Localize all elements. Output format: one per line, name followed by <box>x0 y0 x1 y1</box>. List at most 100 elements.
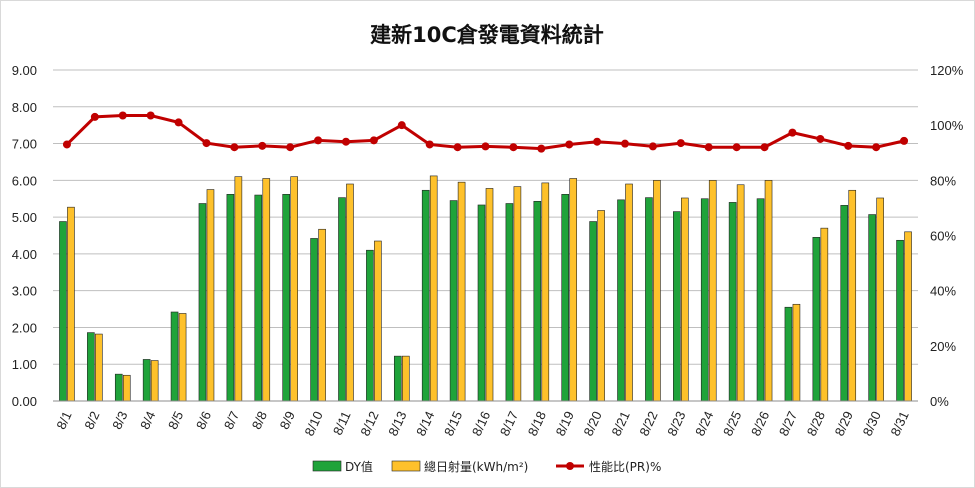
legend-label-irradiance: 總日射量(kWh/m²) <box>424 459 528 474</box>
bar-dy <box>756 198 765 402</box>
bar-irradiance <box>792 303 801 402</box>
y-right-tick-label: 60% <box>930 229 956 244</box>
bar-irradiance <box>708 180 717 402</box>
bar-irradiance <box>625 183 633 402</box>
bar-irradiance <box>541 182 550 402</box>
pr-point <box>816 134 825 143</box>
bar-dy <box>87 332 95 402</box>
y-left-tick-label: 0.00 <box>12 394 37 409</box>
pr-point <box>230 143 239 152</box>
legend: DY值 總日射量(kWh/m²) 性能比(PR)% <box>312 459 661 474</box>
bar-irradiance <box>597 210 605 402</box>
y-right-tick-label: 20% <box>930 339 956 354</box>
pr-point <box>900 136 909 145</box>
pr-point <box>90 112 99 121</box>
bar-dy <box>366 249 374 402</box>
legend-swatch-irradiance <box>391 460 421 472</box>
pr-point <box>286 143 295 152</box>
bar-irradiance <box>764 180 773 402</box>
bar-irradiance <box>95 333 103 402</box>
bar-dy <box>477 204 486 402</box>
y-right-tick-label: 0% <box>930 394 949 409</box>
bar-dy <box>254 194 263 402</box>
pr-point <box>872 143 881 152</box>
bar-irradiance <box>67 206 75 402</box>
bar-dy <box>170 311 179 402</box>
pr-line <box>62 111 909 153</box>
bar-dy <box>673 211 681 402</box>
bar-irradiance <box>150 360 159 402</box>
y-left-tick-label: 5.00 <box>12 210 37 225</box>
pr-point <box>174 118 183 127</box>
bar-dy <box>505 203 514 402</box>
x-tick-label: 8/7 <box>221 409 242 432</box>
pr-point <box>369 136 378 145</box>
x-tick-label: 8/9 <box>277 409 298 432</box>
pr-point <box>676 139 685 148</box>
pr-point <box>648 142 657 151</box>
bar-dy <box>421 189 430 402</box>
pr-point <box>537 144 546 153</box>
bar-irradiance <box>653 180 661 402</box>
pr-point <box>565 140 574 149</box>
pr-point <box>118 111 127 120</box>
y-right-tick-label: 80% <box>930 173 956 188</box>
bar-dy <box>617 199 625 402</box>
bar-irradiance <box>374 240 382 402</box>
y-left-tick-label: 9.00 <box>12 63 37 78</box>
bar-dy <box>589 221 597 402</box>
bar-dy <box>728 202 737 402</box>
bar-dy <box>533 200 542 402</box>
y-left-tick-label: 8.00 <box>12 100 37 115</box>
y-left-tick-label: 7.00 <box>12 137 37 152</box>
bar-irradiance <box>122 374 131 402</box>
pr-point <box>62 140 71 149</box>
pr-point <box>509 143 518 152</box>
y-left-tick-label: 1.00 <box>12 357 37 372</box>
x-tick-label: 8/6 <box>193 409 214 432</box>
x-tick-label: 8/2 <box>81 409 102 432</box>
y-left-tick-label: 4.00 <box>12 247 37 262</box>
bar-dy <box>393 355 402 402</box>
bar-dy <box>142 359 151 402</box>
pr-point <box>621 139 630 148</box>
legend-swatch-dy <box>312 460 342 472</box>
x-tick-label: 8/1 <box>53 409 74 432</box>
pr-point <box>788 128 797 137</box>
bar-irradiance <box>876 197 884 402</box>
bar-dy <box>59 221 67 402</box>
pr-point <box>760 143 769 152</box>
pr-point <box>314 136 323 145</box>
pr-point <box>397 121 406 130</box>
bar-irradiance <box>346 183 354 402</box>
pr-point <box>453 143 462 152</box>
bar-irradiance <box>318 228 326 402</box>
bar-dy <box>282 194 290 402</box>
x-tick-label: 8/8 <box>249 409 270 432</box>
bar-irradiance <box>290 176 298 402</box>
left-axis: 0.00 1.00 2.00 3.00 4.00 5.00 6.00 7.00 8.00 9.00 <box>12 63 37 409</box>
pr-point <box>732 143 741 152</box>
bar-irradiance <box>848 189 857 402</box>
bar-irradiance <box>485 188 494 402</box>
bar-irradiance <box>234 176 243 402</box>
pr-point <box>704 143 713 152</box>
x-tick-label: 8/4 <box>137 409 158 432</box>
y-right-tick-label: 120% <box>930 63 964 78</box>
pr-point <box>341 137 350 146</box>
y-left-tick-label: 6.00 <box>12 173 37 188</box>
x-tick-label: 8/3 <box>109 409 130 432</box>
bar-irradiance <box>457 181 466 402</box>
bar-dy <box>645 197 653 402</box>
bar-irradiance <box>681 197 689 402</box>
bar-dy <box>226 194 235 402</box>
bars <box>59 175 912 402</box>
legend-label-dy: DY值 <box>345 459 373 474</box>
bar-dy <box>700 198 709 402</box>
bar-irradiance <box>569 178 578 402</box>
pr-point <box>258 141 267 150</box>
y-left-tick-label: 2.00 <box>12 320 37 335</box>
bar-irradiance <box>401 355 410 402</box>
